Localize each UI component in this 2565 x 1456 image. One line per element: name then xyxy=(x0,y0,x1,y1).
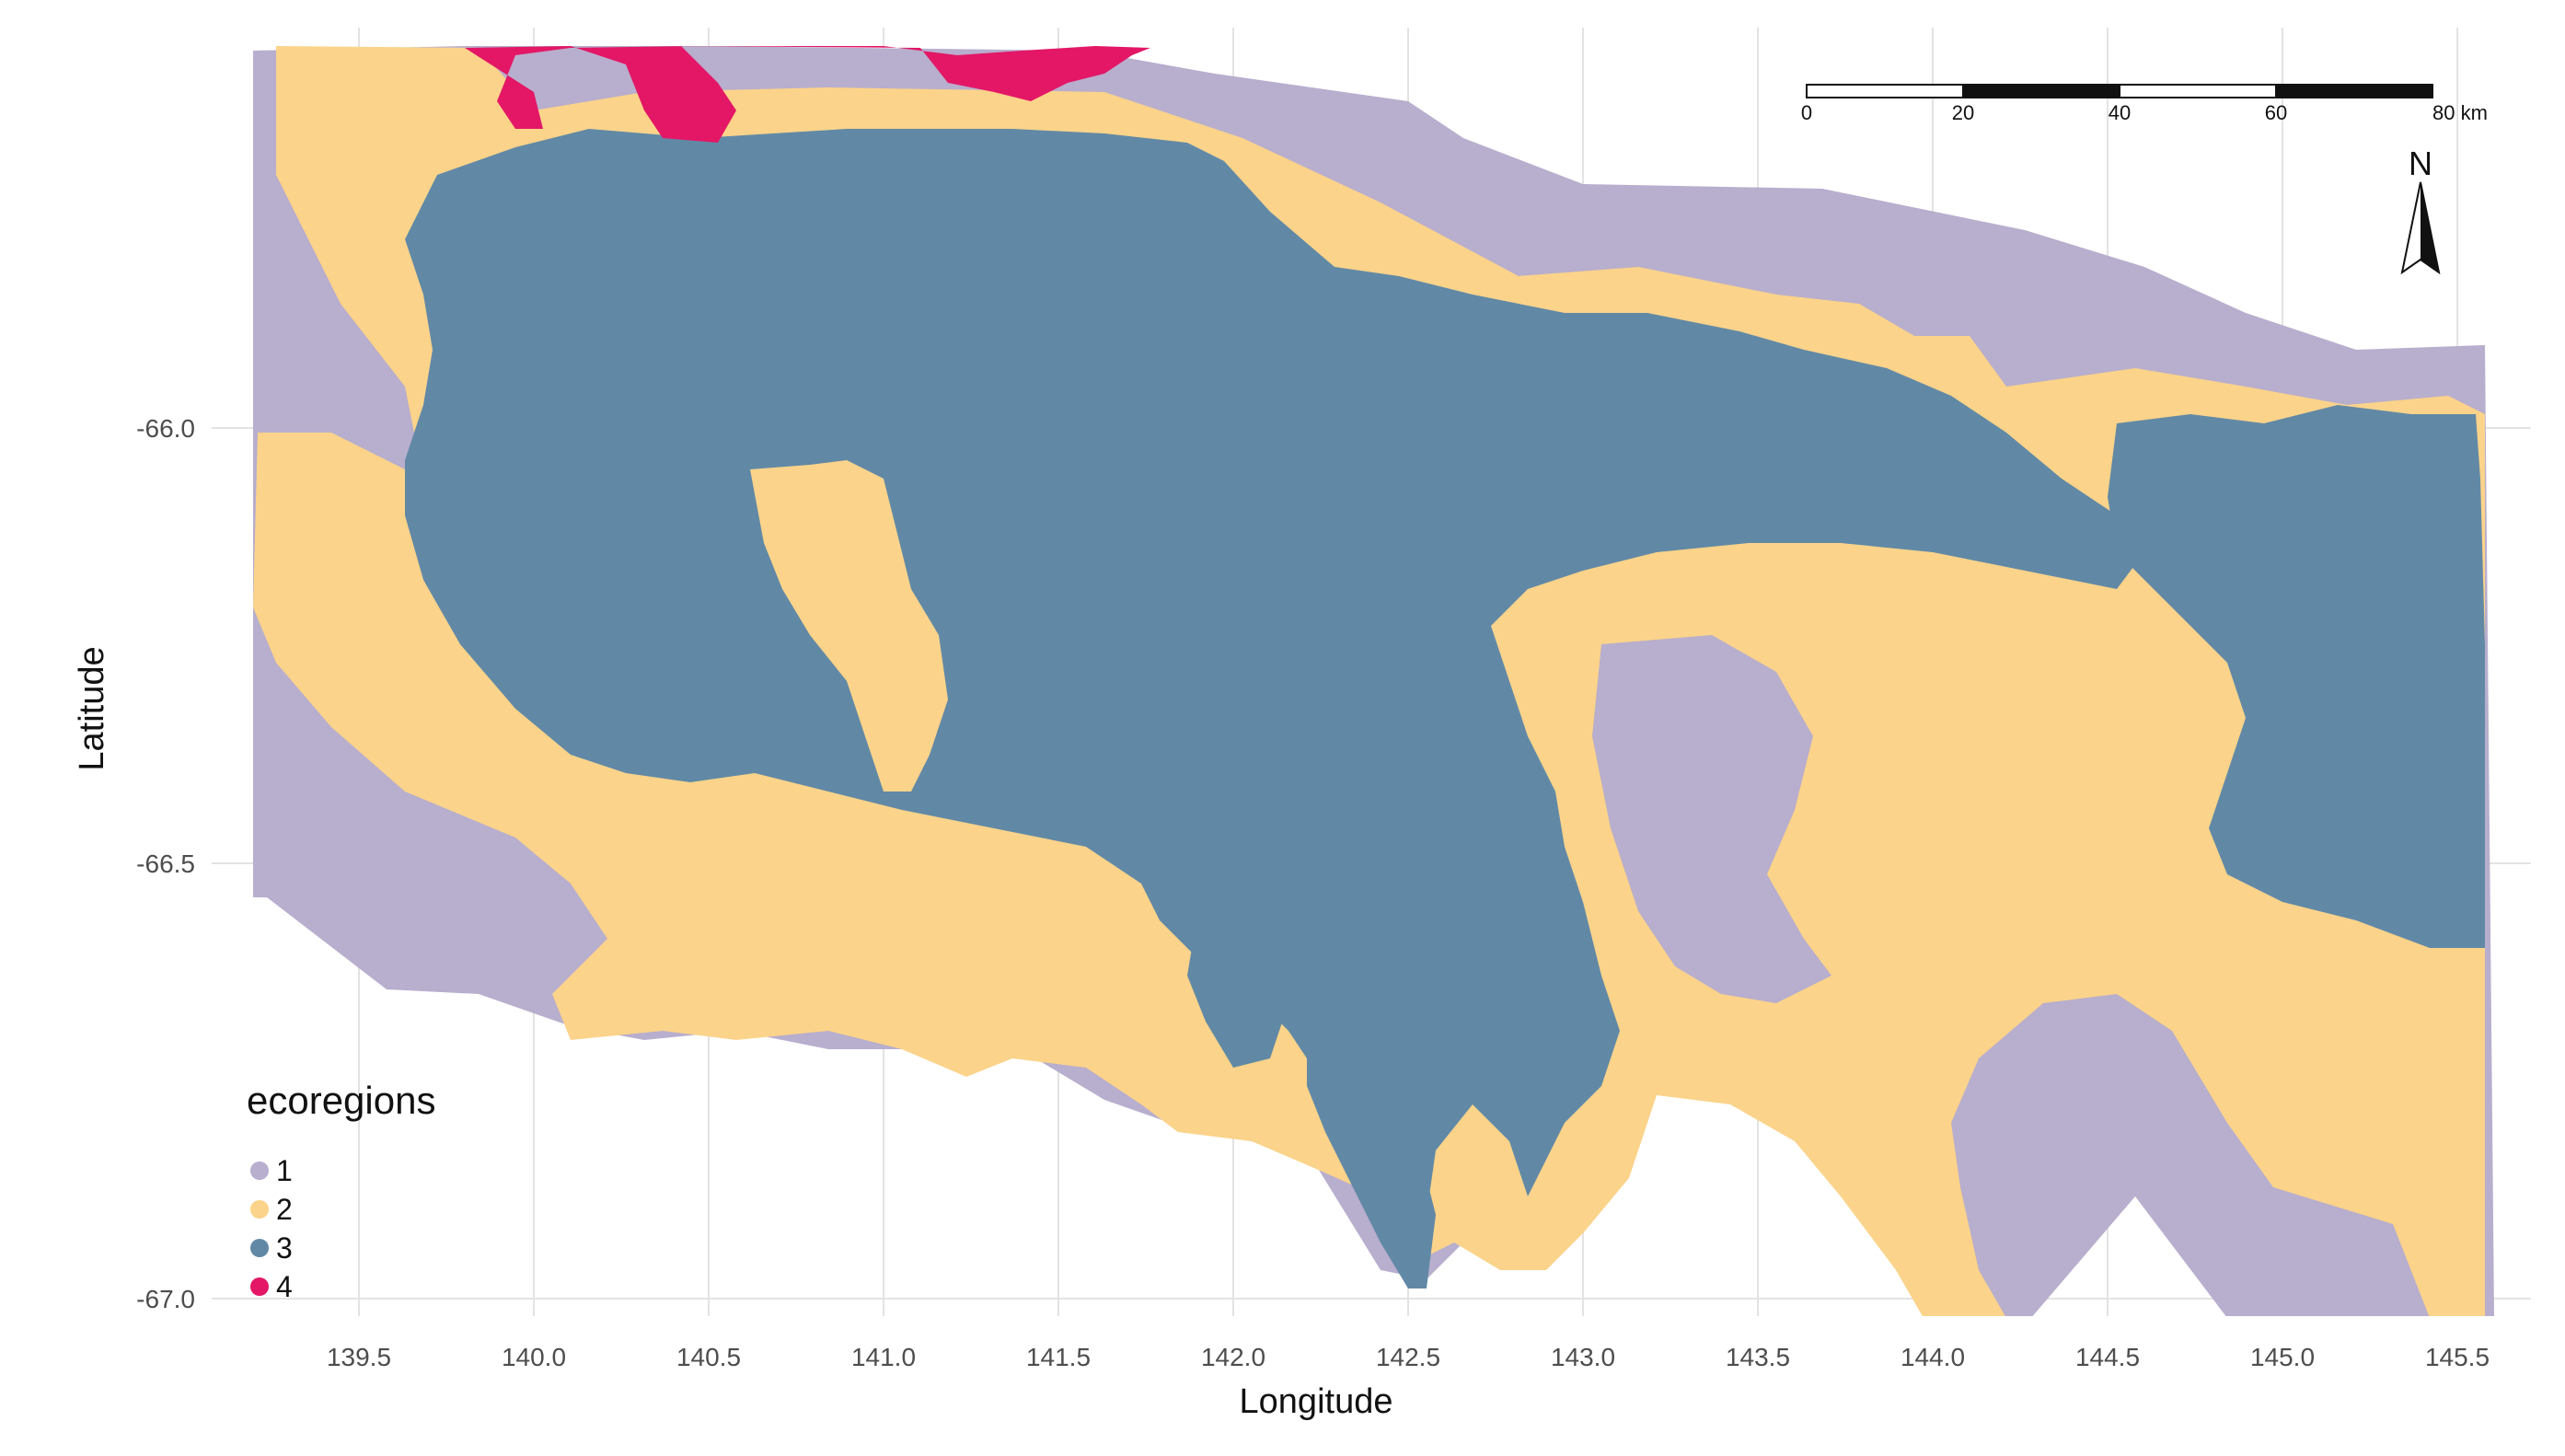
y-tick-label: -67.0 xyxy=(136,1285,195,1313)
scale-bar: 0 20 40 60 80 km xyxy=(1801,84,2488,124)
ecoregion-3-southwest-lobe xyxy=(1187,920,1288,1068)
legend-label-2: 2 xyxy=(276,1193,293,1226)
north-arrow-label: N xyxy=(2409,144,2432,182)
scale-bar-label: 80 km xyxy=(2432,101,2488,124)
scale-bar-label: 60 xyxy=(2265,101,2287,124)
scale-bar-label: 20 xyxy=(1952,101,1974,124)
x-tick-label: 141.5 xyxy=(1026,1343,1091,1371)
scale-bar-segment xyxy=(2275,84,2433,98)
legend-label-4: 4 xyxy=(276,1270,293,1303)
ecoregion-3-east xyxy=(2108,405,2485,948)
x-tick-label: 145.0 xyxy=(2250,1343,2315,1371)
y-tick-label: -66.5 xyxy=(136,849,195,878)
map-regions xyxy=(253,46,2494,1316)
north-arrow-half-icon xyxy=(2421,182,2439,272)
x-tick-label: 144.0 xyxy=(1901,1343,1965,1371)
x-tick-label: 144.5 xyxy=(2075,1343,2140,1371)
y-tick-label: -66.0 xyxy=(136,414,195,443)
legend-swatch-4 xyxy=(250,1277,269,1296)
legend-label-3: 3 xyxy=(276,1231,293,1265)
legend-swatch-2 xyxy=(250,1200,269,1219)
north-arrow: N xyxy=(2400,144,2441,275)
legend-swatch-3 xyxy=(250,1239,269,1257)
legend-swatch-1 xyxy=(250,1161,269,1180)
scale-bar-segment xyxy=(2119,84,2277,98)
x-axis-tick-labels: 139.5 140.0 140.5 141.0 141.5 142.0 142.5 143.0… xyxy=(327,1343,2490,1371)
ecoregion-3-south-lobe xyxy=(1307,966,1436,1288)
legend-entries: 1 2 3 4 xyxy=(250,1154,293,1303)
x-tick-label: 141.0 xyxy=(851,1343,916,1371)
scale-bar-segment xyxy=(1962,84,2120,98)
x-tick-label: 142.5 xyxy=(1376,1343,1440,1371)
scale-bar-segment xyxy=(1806,84,1964,98)
x-tick-label: 143.5 xyxy=(1726,1343,1790,1371)
y-axis-tick-labels: -66.0 -66.5 -67.0 xyxy=(136,414,195,1313)
x-axis-title: Longitude xyxy=(1240,1382,1393,1421)
y-axis-title: Latitude xyxy=(73,646,111,770)
legend: ecoregions 1 2 3 4 xyxy=(247,1079,435,1303)
x-tick-label: 143.0 xyxy=(1551,1343,1615,1371)
x-tick-label: 142.0 xyxy=(1201,1343,1265,1371)
ecoregion-4-area xyxy=(465,46,1150,143)
x-tick-label: 145.5 xyxy=(2425,1343,2490,1371)
legend-title: ecoregions xyxy=(247,1079,435,1122)
x-tick-label: 140.0 xyxy=(502,1343,566,1371)
x-tick-label: 140.5 xyxy=(676,1343,741,1371)
scale-bar-label: 0 xyxy=(1801,101,1812,124)
ecoregion-2-inner-patch xyxy=(750,460,948,792)
x-tick-label: 139.5 xyxy=(327,1343,391,1371)
scale-bar-label: 40 xyxy=(2109,101,2131,124)
ecoregion-3-main xyxy=(405,129,2144,1270)
legend-label-1: 1 xyxy=(276,1154,293,1187)
ecoregion-1-pocket xyxy=(1592,635,1831,1003)
